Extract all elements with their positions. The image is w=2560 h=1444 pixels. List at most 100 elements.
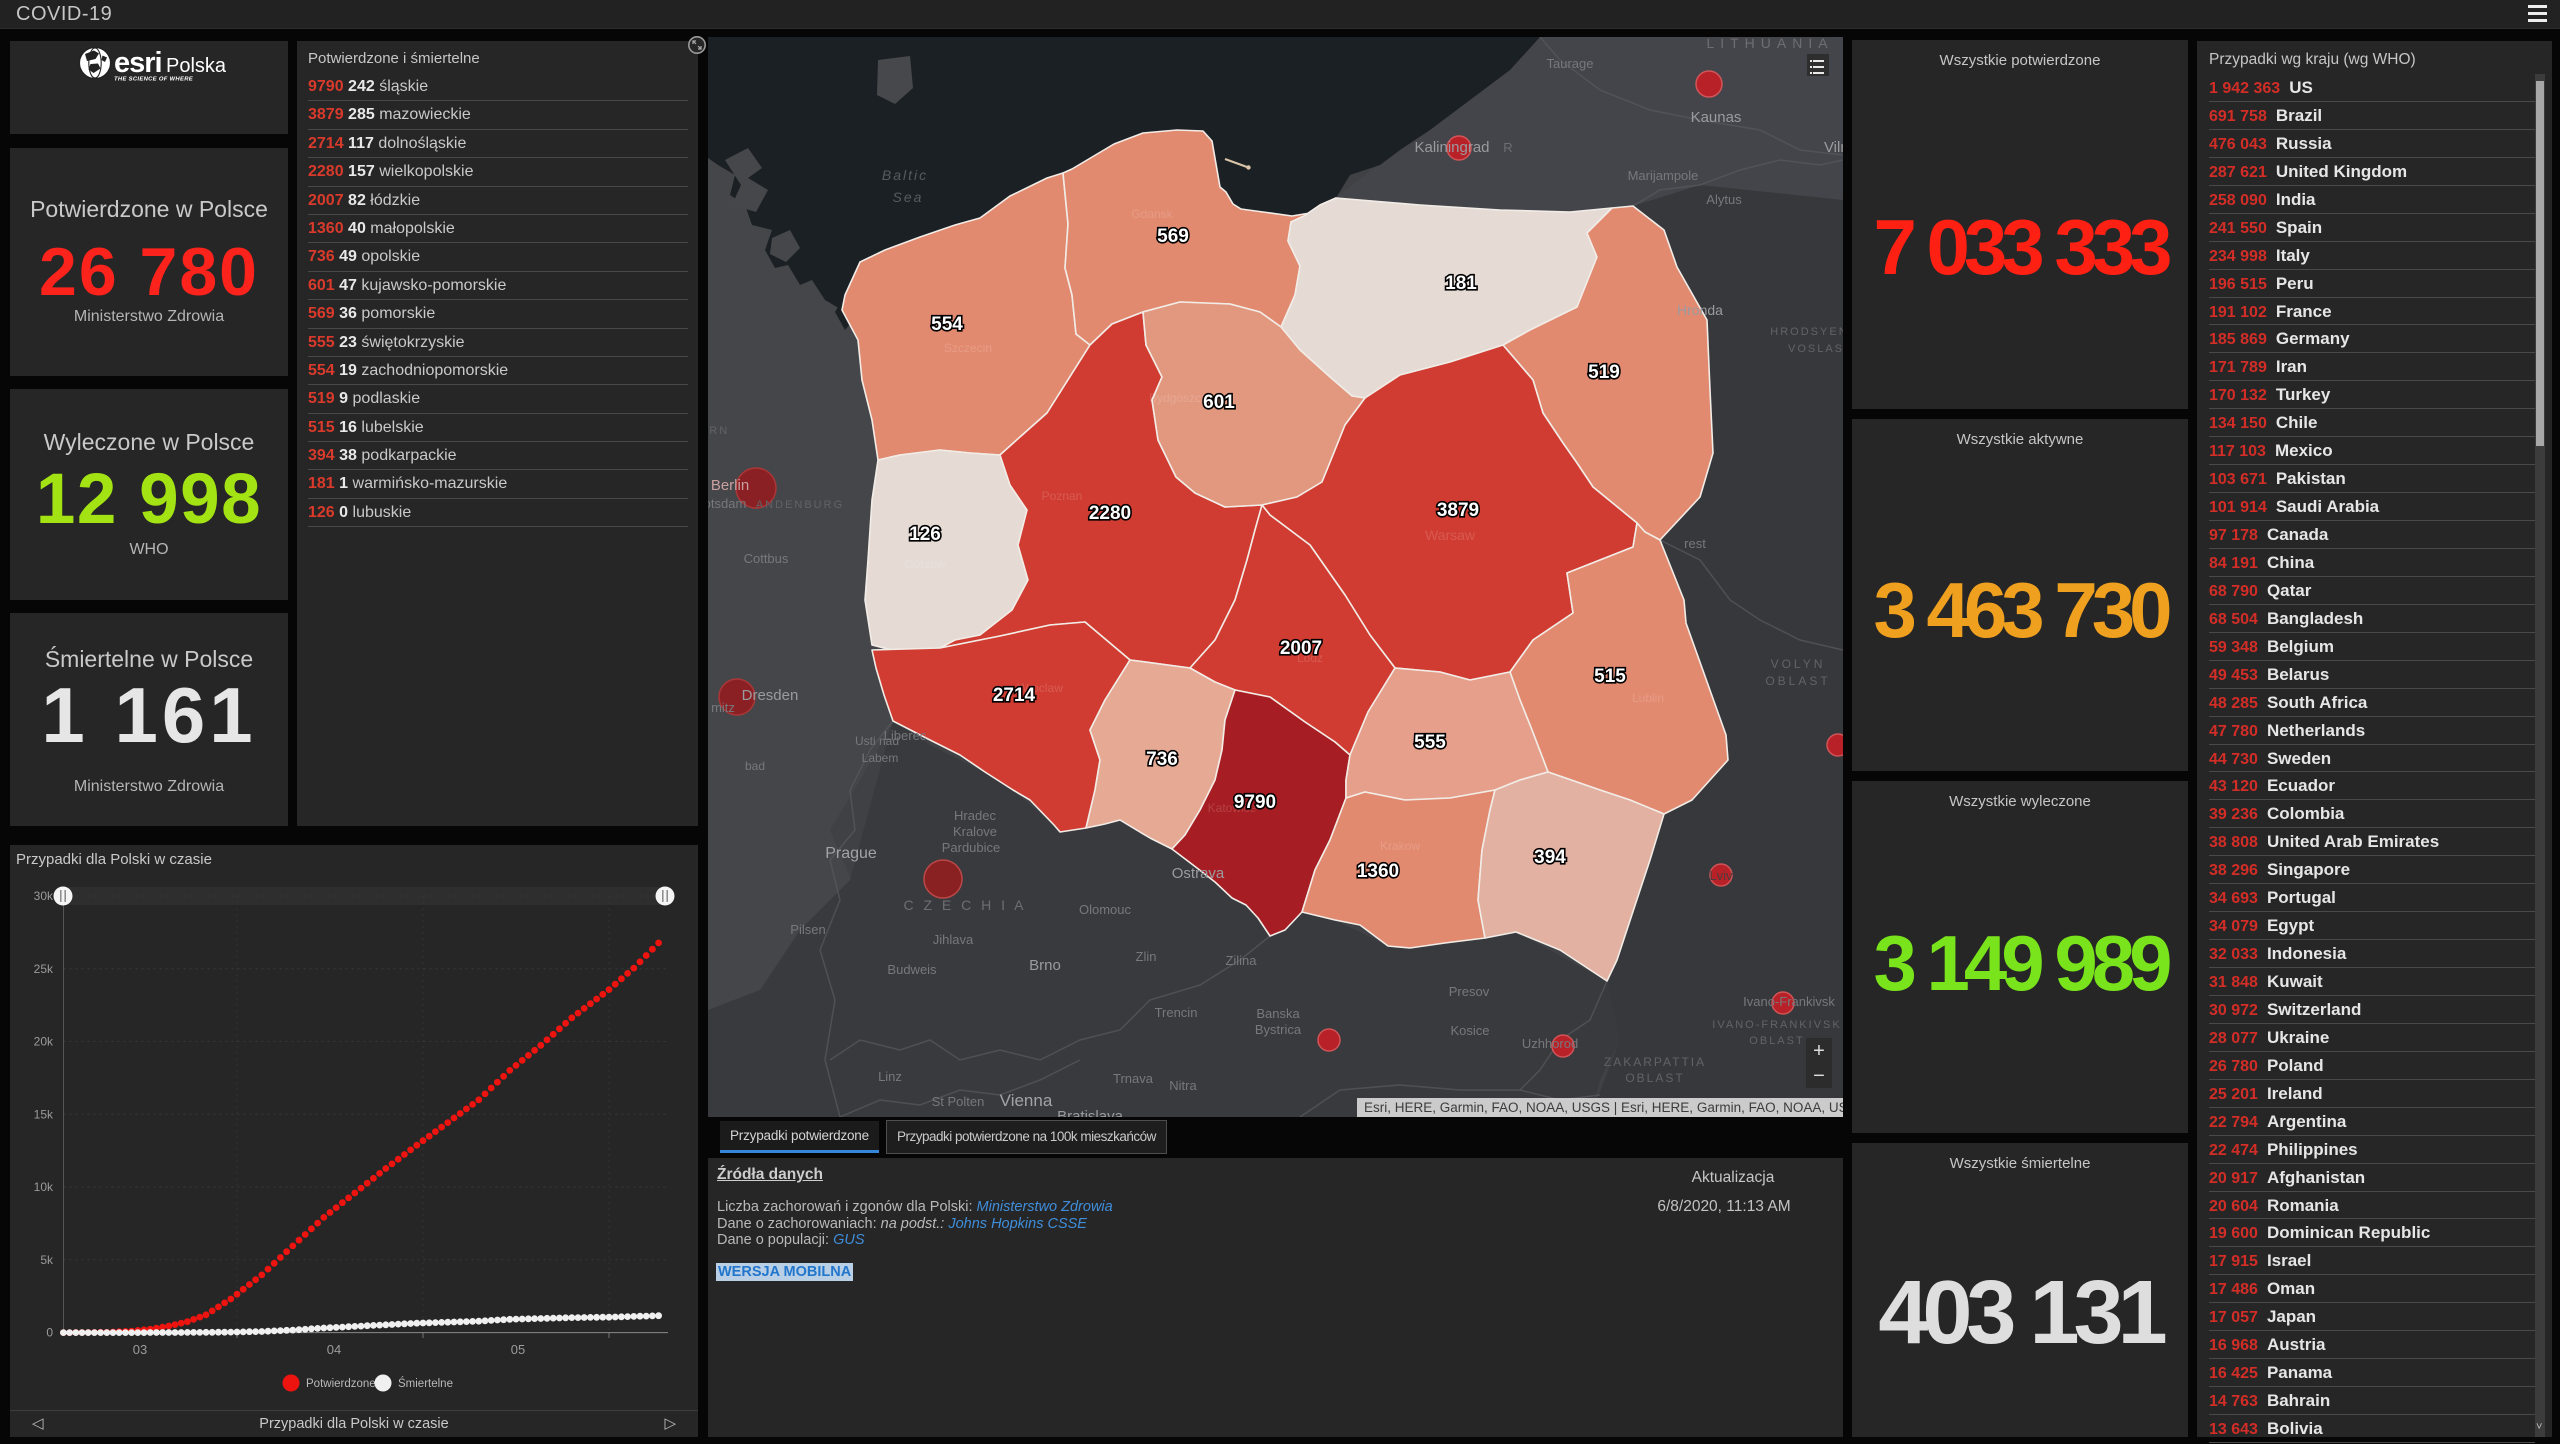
svg-text:ANDENBURG: ANDENBURG [756, 499, 844, 511]
svg-text:Wroclaw: Wroclaw [1017, 681, 1063, 695]
svg-text:519: 519 [1588, 362, 1620, 383]
svg-text:Ivano-Frankivsk: Ivano-Frankivsk [1743, 994, 1835, 1009]
svg-text:Polska: Polska [166, 55, 227, 77]
svg-text:−: − [1813, 1065, 1825, 1087]
svg-text:Esri, HERE, Garmin, FAO, NOAA,: Esri, HERE, Garmin, FAO, NOAA, USGS | Es… [1364, 1100, 1843, 1115]
svg-text:2714: 2714 [993, 685, 1036, 706]
svg-text:Pardubice: Pardubice [942, 840, 1001, 855]
svg-text:Cottbus: Cottbus [744, 551, 789, 566]
svg-text:Sea: Sea [893, 189, 924, 205]
svg-text:5k: 5k [40, 1253, 54, 1267]
svg-text:Lodz: Lodz [1297, 651, 1323, 665]
svg-text:15k: 15k [34, 1107, 54, 1121]
svg-text:Jihlava: Jihlava [933, 932, 974, 947]
svg-text:Trnava: Trnava [1113, 1071, 1154, 1086]
svg-text:2280: 2280 [1089, 503, 1131, 524]
svg-text:736: 736 [1146, 749, 1178, 770]
svg-text:10k: 10k [34, 1180, 54, 1194]
svg-text:bad: bad [745, 759, 765, 773]
svg-text:Poznan: Poznan [1042, 489, 1083, 503]
svg-text:Usti nad: Usti nad [855, 734, 899, 748]
svg-text:2007: 2007 [1280, 638, 1322, 659]
svg-text:Katowice: Katowice [1208, 801, 1257, 815]
svg-text:Ostrava: Ostrava [1172, 865, 1225, 882]
svg-text:esri: esri [114, 47, 162, 79]
svg-text:Trencin: Trencin [1155, 1005, 1198, 1020]
svg-text:Krakow: Krakow [1380, 839, 1420, 853]
svg-text:Hronda: Hronda [1677, 302, 1723, 318]
svg-text:OBLAST: OBLAST [1749, 1035, 1804, 1047]
svg-text:Bystrica: Bystrica [1255, 1022, 1302, 1037]
svg-text:Gdansk: Gdansk [1131, 207, 1173, 221]
svg-text:+: + [1813, 1040, 1825, 1062]
svg-text:Banska: Banska [1256, 1006, 1300, 1021]
svg-text:Brno: Brno [1029, 957, 1061, 974]
svg-text:ZAKARPATTIA: ZAKARPATTIA [1604, 1055, 1706, 1069]
svg-text:HRODSYENI: HRODSYENI [1770, 326, 1843, 338]
svg-text:601: 601 [1203, 392, 1235, 413]
svg-text:555: 555 [1414, 732, 1446, 753]
svg-text:Bydgoszcz: Bydgoszcz [1149, 391, 1207, 405]
svg-text:Hradec: Hradec [954, 808, 996, 823]
svg-text:04: 04 [327, 1342, 341, 1357]
svg-text:Lviv: Lviv [1709, 868, 1733, 883]
svg-text:Bratislava: Bratislava [1057, 1108, 1124, 1117]
svg-text:Kaunas: Kaunas [1691, 109, 1742, 126]
svg-text:Kosice: Kosice [1450, 1023, 1489, 1038]
svg-text:554: 554 [931, 314, 963, 335]
svg-text:Warsaw: Warsaw [1425, 527, 1476, 543]
svg-text:R: R [1503, 140, 1516, 155]
svg-text:OBLAST: OBLAST [1625, 1071, 1684, 1085]
svg-text:Zilina: Zilina [1225, 953, 1257, 968]
svg-text:LITHUANIA: LITHUANIA [1706, 37, 1833, 51]
svg-text:30k: 30k [34, 889, 54, 903]
svg-text:Liberec: Liberec [884, 728, 927, 743]
svg-text:Pilsen: Pilsen [790, 922, 825, 937]
svg-text:VOLYN: VOLYN [1771, 657, 1826, 671]
svg-text:25k: 25k [34, 962, 54, 976]
svg-text:Zlin: Zlin [1136, 949, 1157, 964]
svg-text:0: 0 [46, 1326, 53, 1340]
svg-text:Dresden: Dresden [742, 687, 799, 704]
svg-text:Szczecin: Szczecin [944, 341, 992, 355]
svg-text:OBLAST: OBLAST [1765, 674, 1830, 688]
svg-text:Labem: Labem [862, 751, 899, 765]
svg-text:9790: 9790 [1234, 792, 1276, 813]
svg-text:Uzhhorod: Uzhhorod [1522, 1036, 1578, 1051]
svg-text:Olomouc: Olomouc [1079, 902, 1132, 917]
svg-text:St Polten: St Polten [932, 1094, 985, 1109]
svg-text:Kralove: Kralove [953, 824, 997, 839]
svg-text:Berlin: Berlin [711, 477, 749, 494]
svg-text:Śmiertelne: Śmiertelne [398, 1377, 453, 1390]
svg-text:Baltic: Baltic [882, 167, 928, 183]
svg-text:Alytus: Alytus [1706, 192, 1742, 207]
svg-text:03: 03 [133, 1342, 147, 1357]
svg-text:otsdam: otsdam [708, 496, 746, 511]
svg-text:rest: rest [1684, 536, 1706, 551]
svg-text:569: 569 [1157, 226, 1189, 247]
svg-text:515: 515 [1594, 666, 1626, 687]
svg-text:Budweis: Budweis [887, 962, 937, 977]
svg-text:20k: 20k [34, 1035, 54, 1049]
svg-text:Taurage: Taurage [1547, 56, 1594, 71]
svg-text:Gorzow: Gorzow [904, 557, 946, 571]
svg-text:Vienna: Vienna [1000, 1091, 1053, 1110]
svg-text:VOSLAS: VOSLAS [1788, 343, 1843, 355]
svg-text:IVANO-FRANKIVSK: IVANO-FRANKIVSK [1712, 1019, 1841, 1031]
svg-text:Linz: Linz [878, 1069, 902, 1084]
svg-text:126: 126 [909, 524, 941, 545]
svg-text:Kaliningrad: Kaliningrad [1414, 139, 1489, 156]
svg-text:1360: 1360 [1357, 861, 1399, 882]
svg-text:Nitra: Nitra [1169, 1078, 1197, 1093]
svg-text:mitz: mitz [711, 700, 735, 715]
svg-text:Vilni: Vilni [1824, 139, 1843, 156]
svg-text:THE SCIENCE OF WHERE: THE SCIENCE OF WHERE [114, 77, 194, 83]
svg-text:05: 05 [511, 1342, 525, 1357]
svg-text:181: 181 [1445, 273, 1477, 294]
svg-text:IYRN: IYRN [708, 425, 729, 437]
svg-text:Marijampole: Marijampole [1628, 168, 1699, 183]
svg-text:Lublin: Lublin [1632, 691, 1664, 705]
svg-text:3879: 3879 [1437, 500, 1479, 521]
svg-text:394: 394 [1534, 847, 1566, 868]
svg-text:C Z E C H I A: C Z E C H I A [903, 897, 1026, 913]
